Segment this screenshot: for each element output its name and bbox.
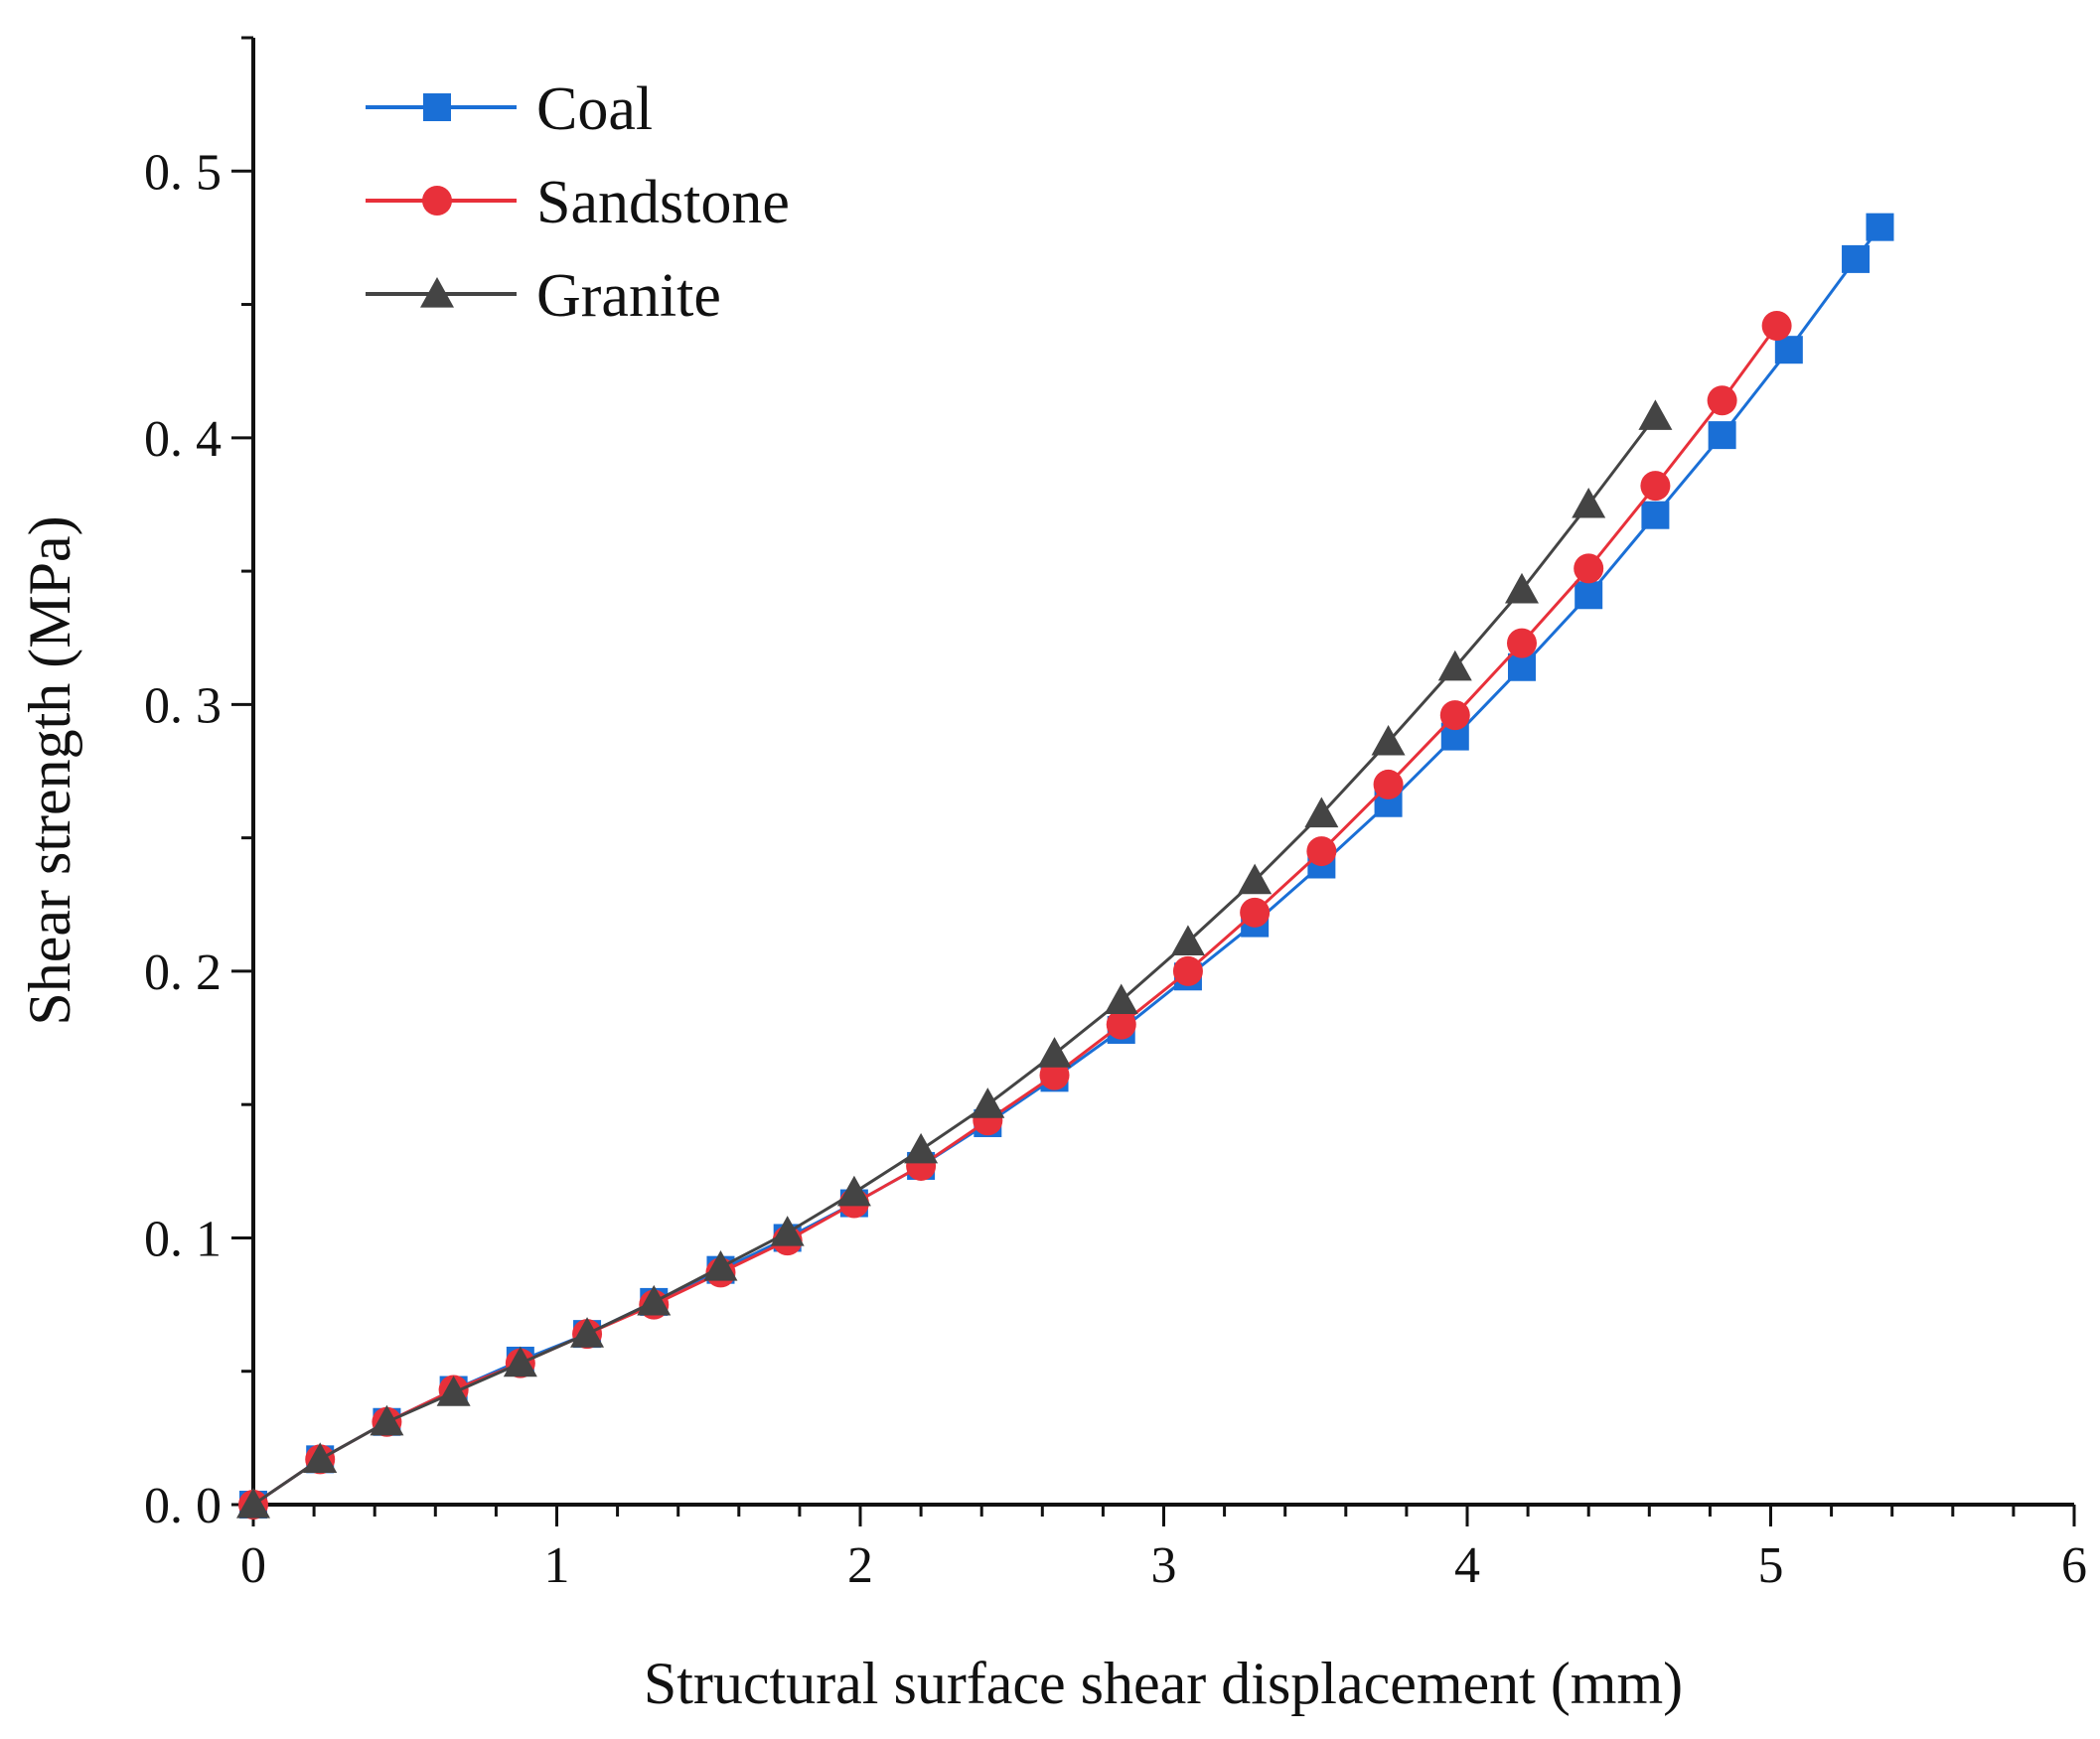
data-point-sandstone: [1039, 1060, 1070, 1090]
x-tick-label: 3: [1151, 1537, 1177, 1594]
y-tick-label: 0. 4: [144, 411, 222, 468]
x-tick-label: 4: [1454, 1537, 1480, 1594]
legend-marker-granite: [420, 277, 454, 308]
data-point-coal: [1842, 244, 1871, 273]
data-point-coal: [1641, 501, 1670, 529]
data-point-granite: [236, 1488, 270, 1519]
data-point-granite: [1104, 983, 1138, 1015]
y-axis-title: Shear strength (MPa): [17, 515, 82, 1025]
data-point-granite: [637, 1284, 672, 1316]
data-point-sandstone: [1172, 955, 1203, 986]
legend-marker-coal: [423, 93, 451, 121]
data-point-granite: [1304, 797, 1339, 828]
y-tick-label: 0. 1: [144, 1211, 222, 1267]
data-point-sandstone: [1761, 311, 1792, 342]
data-point-sandstone: [1574, 553, 1604, 584]
data-point-sandstone: [1506, 628, 1537, 658]
data-point-sandstone: [1306, 836, 1337, 867]
x-tick-label: 2: [847, 1537, 873, 1594]
y-tick-label: 0. 2: [144, 944, 222, 1001]
data-point-granite: [1170, 925, 1205, 955]
series-line-sandstone: [252, 325, 1778, 1507]
data-point-granite: [570, 1317, 605, 1348]
legend-label-granite: Granite: [536, 262, 721, 330]
legend-marker-sandstone: [422, 186, 452, 216]
series-line-granite: [252, 415, 1657, 1507]
data-point-granite: [1437, 650, 1472, 681]
x-tick-label: 0: [240, 1537, 266, 1594]
data-point-granite: [303, 1442, 338, 1473]
data-point-sandstone: [1640, 471, 1671, 502]
data-point-coal: [1575, 581, 1603, 610]
series-sandstone: [238, 311, 1792, 1520]
data-point-granite: [503, 1346, 537, 1377]
data-point-sandstone: [1240, 897, 1271, 928]
data-point-granite: [1572, 487, 1606, 518]
data-point-granite: [1504, 572, 1539, 604]
x-tick-label: 5: [1758, 1537, 1784, 1594]
data-point-granite: [1238, 863, 1273, 895]
y-tick-label: 0. 5: [144, 144, 222, 201]
data-point-sandstone: [1373, 769, 1404, 799]
data-point-granite: [370, 1404, 404, 1436]
x-axis-title: Structural surface shear displacement (m…: [644, 1651, 1683, 1716]
data-point-granite: [770, 1216, 805, 1246]
data-point-granite: [1037, 1037, 1072, 1068]
y-tick-label: 0. 3: [144, 677, 222, 734]
data-point-sandstone: [1707, 385, 1737, 416]
series-layer: [236, 213, 1894, 1520]
data-point-granite: [1638, 399, 1673, 430]
axes: [251, 38, 2074, 1507]
legend: Coal Sandstone Granite: [366, 75, 790, 330]
data-point-sandstone: [1106, 1009, 1136, 1040]
legend-item-granite: Granite: [366, 262, 721, 330]
series-granite: [236, 399, 1673, 1519]
data-point-granite: [971, 1087, 1005, 1118]
data-point-coal: [1866, 213, 1894, 241]
legend-item-coal: Coal: [366, 75, 653, 143]
data-point-coal: [1774, 336, 1803, 364]
data-point-granite: [904, 1132, 939, 1164]
data-point-coal: [1708, 421, 1736, 450]
x-tick-label: 6: [2061, 1537, 2087, 1594]
data-point-granite: [436, 1376, 471, 1406]
data-point-granite: [703, 1249, 738, 1281]
axis-ticks: 0 1 2 3 4 5 6 0. 0 0. 1 0. 2 0. 3 0. 4 0. 5: [144, 36, 2087, 1594]
series-coal: [239, 213, 1894, 1519]
legend-item-sandstone: Sandstone: [366, 169, 790, 236]
data-point-granite: [1371, 724, 1406, 756]
data-point-granite: [836, 1175, 871, 1207]
legend-label-sandstone: Sandstone: [536, 169, 790, 236]
y-tick-label: 0. 0: [144, 1478, 222, 1534]
data-point-sandstone: [1439, 700, 1470, 731]
legend-label-coal: Coal: [536, 75, 653, 143]
x-tick-label: 1: [544, 1537, 570, 1594]
series-line-coal: [252, 225, 1881, 1507]
